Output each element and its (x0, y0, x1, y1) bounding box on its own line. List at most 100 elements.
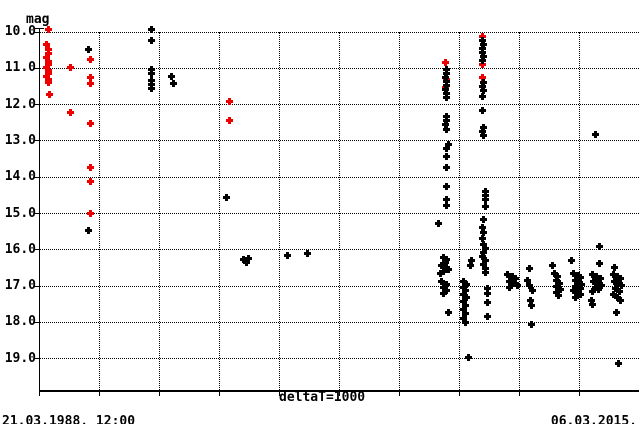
y-tick-label: 18.0 (4, 314, 36, 329)
x-axis-tick (339, 390, 340, 396)
data-point (438, 278, 445, 285)
y-tick-label: 12.0 (4, 97, 36, 112)
data-point (575, 289, 582, 296)
data-point (593, 273, 600, 280)
data-point (611, 278, 618, 285)
data-point (440, 290, 447, 297)
data-point (45, 70, 52, 77)
data-point (615, 280, 622, 287)
data-point (555, 292, 562, 299)
gridline-vertical (279, 32, 280, 390)
data-point (43, 73, 50, 80)
data-point (575, 272, 582, 279)
data-point (462, 319, 469, 326)
data-point (460, 306, 467, 313)
data-point (479, 37, 486, 44)
data-point (572, 294, 579, 301)
data-point (514, 282, 521, 289)
data-point (479, 83, 486, 90)
data-point (480, 229, 487, 236)
gridline-vertical (399, 32, 400, 390)
data-point (440, 254, 447, 261)
y-axis-tick (34, 358, 39, 359)
data-point (479, 61, 486, 68)
y-axis-title: mag (26, 12, 50, 27)
data-point (589, 271, 596, 278)
data-point (595, 286, 602, 293)
data-point (482, 245, 489, 252)
data-point (482, 265, 489, 272)
data-point (480, 241, 487, 248)
data-point (148, 26, 155, 33)
y-tick-label: 17.0 (4, 278, 36, 293)
x-axis-tick (399, 390, 400, 396)
data-point (284, 252, 291, 259)
data-point (575, 279, 582, 286)
y-tick-label: 16.0 (4, 242, 36, 257)
data-point (596, 243, 603, 250)
data-point (87, 120, 94, 127)
data-point (592, 131, 599, 138)
x-axis-start-labels: 21.03.1988, 12:00 2447242.000 (2, 392, 135, 424)
data-point (509, 280, 516, 287)
data-point (614, 294, 621, 301)
data-point (553, 289, 560, 296)
data-point (443, 117, 450, 124)
data-point (479, 49, 486, 56)
data-point (570, 270, 577, 277)
gridline-vertical (99, 32, 100, 390)
data-point (482, 203, 489, 210)
gridline-vertical (219, 32, 220, 390)
data-point (85, 227, 92, 234)
data-point (480, 132, 487, 139)
x-axis-tick (579, 390, 580, 396)
gridline-vertical (459, 32, 460, 390)
y-tick-label: 14.0 (4, 169, 36, 184)
y-axis-tick (34, 286, 39, 287)
data-point (45, 50, 52, 57)
data-point (616, 288, 623, 295)
data-point (578, 281, 585, 288)
data-point (526, 265, 533, 272)
data-point (615, 360, 622, 367)
data-point (479, 128, 486, 135)
data-point (442, 121, 449, 128)
data-point (484, 290, 491, 297)
data-point (528, 302, 535, 309)
data-point (614, 273, 621, 280)
data-point (148, 81, 155, 88)
data-point (577, 274, 584, 281)
data-point (240, 256, 247, 263)
data-point (557, 286, 564, 293)
y-axis-tick (34, 249, 39, 250)
data-point (480, 249, 487, 256)
data-point (437, 270, 444, 277)
data-point (482, 269, 489, 276)
data-point (442, 74, 449, 81)
data-point (148, 37, 155, 44)
y-axis-tick (34, 322, 39, 323)
data-point (610, 291, 617, 298)
data-point (223, 194, 230, 201)
data-point (440, 268, 447, 275)
data-point (479, 107, 486, 114)
gridline-vertical (579, 32, 580, 390)
data-point (45, 61, 52, 68)
data-point (462, 287, 469, 294)
data-point (148, 66, 155, 73)
x-axis-tick (39, 390, 40, 396)
data-point (484, 299, 491, 306)
data-point (612, 285, 619, 292)
data-point (506, 278, 513, 285)
data-point (479, 57, 486, 64)
data-point (67, 109, 74, 116)
data-point (462, 302, 469, 309)
data-point (168, 73, 175, 80)
data-point (509, 273, 516, 280)
data-point (87, 178, 94, 185)
data-point (479, 45, 486, 52)
data-point (482, 196, 489, 203)
x-axis-tick (219, 390, 220, 396)
data-point (480, 124, 487, 131)
data-point (480, 53, 487, 60)
